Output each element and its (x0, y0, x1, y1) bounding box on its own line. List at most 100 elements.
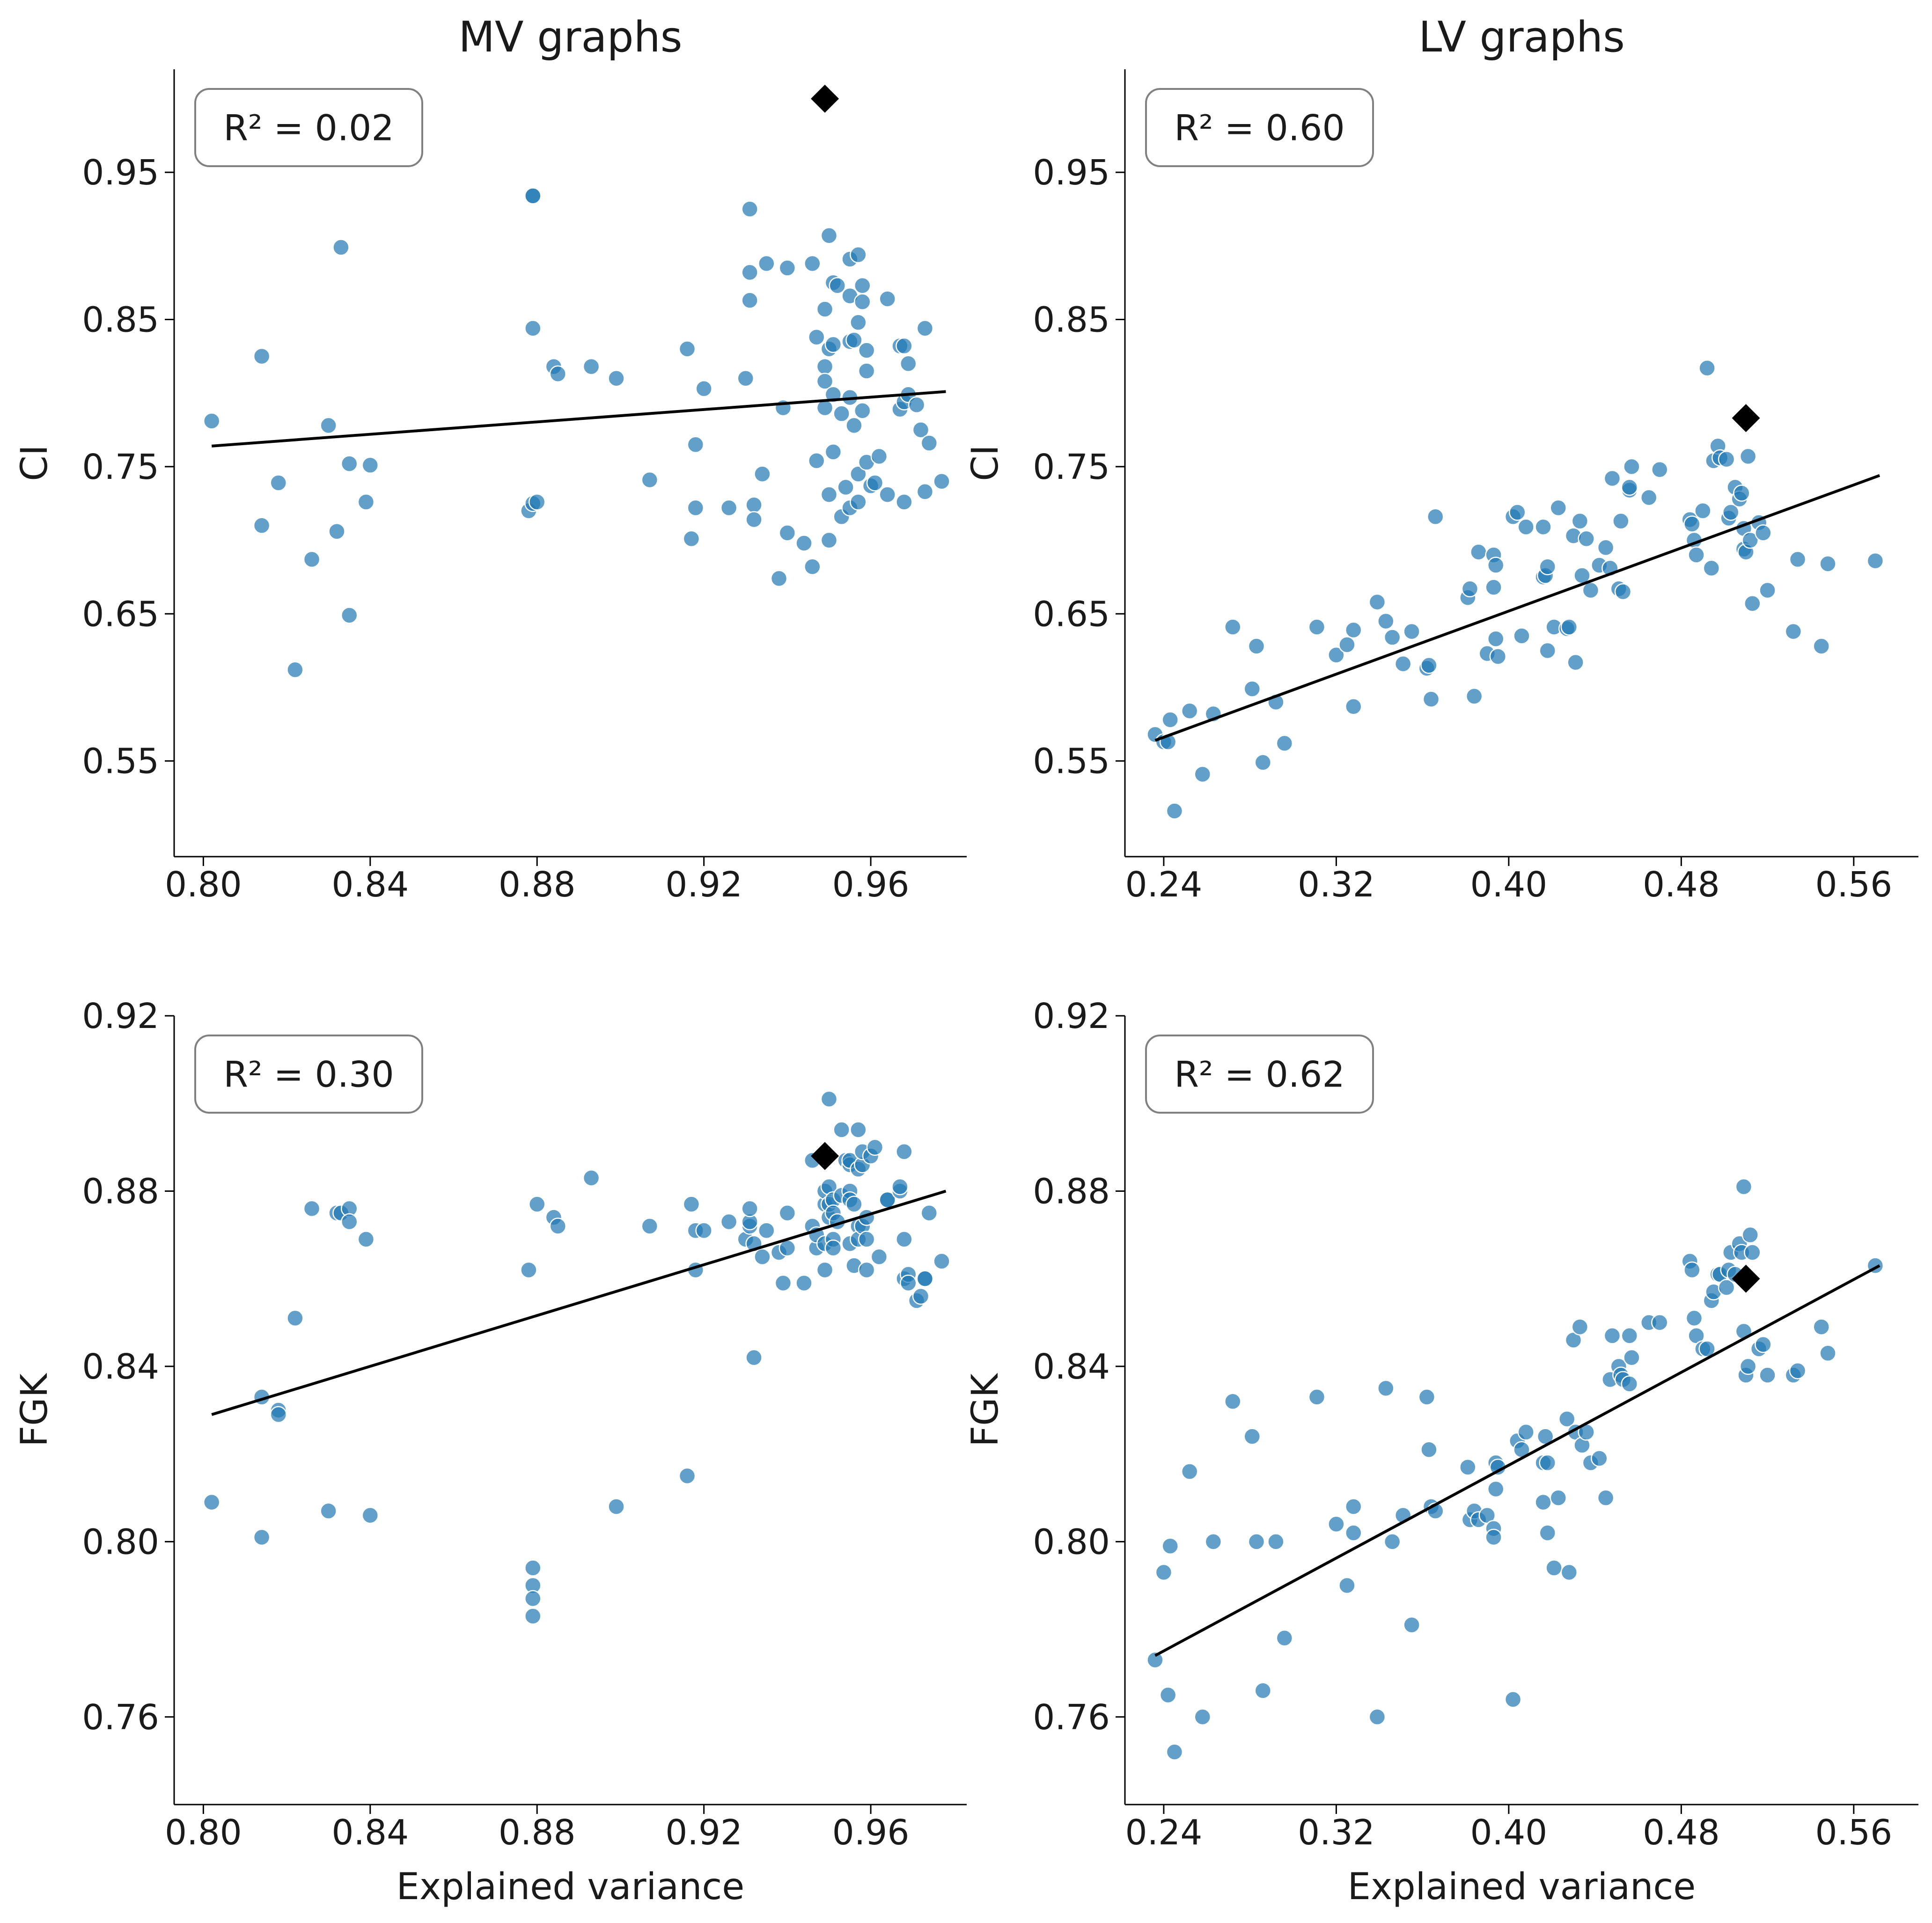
data-point (829, 277, 846, 294)
data-point (745, 511, 763, 528)
data-point (1205, 1533, 1222, 1550)
data-point (758, 1222, 775, 1239)
data-point (1394, 655, 1412, 673)
data-point (203, 1493, 220, 1511)
data-point (1567, 653, 1584, 671)
data-point (795, 1274, 813, 1292)
data-point (528, 493, 546, 511)
x-tick-label: 0.80 (165, 865, 242, 905)
data-point (1344, 621, 1362, 639)
data-point (933, 1252, 950, 1270)
data-point (820, 1090, 838, 1108)
data-point (745, 496, 763, 514)
data-point (1422, 690, 1440, 708)
data-point (1718, 1279, 1735, 1296)
data-point (524, 320, 542, 337)
data-point (678, 340, 696, 358)
scatter-points (1146, 359, 1884, 820)
scatter-points (203, 134, 950, 678)
data-point (1403, 623, 1420, 640)
data-point (357, 1231, 375, 1248)
data-point (720, 1213, 738, 1231)
data-point (1338, 1577, 1356, 1594)
data-point (1485, 1528, 1502, 1546)
data-point (1683, 515, 1701, 533)
x-tick-label: 0.32 (1298, 1813, 1375, 1853)
x-tick-label: 0.88 (499, 1813, 576, 1853)
data-point (1813, 638, 1830, 655)
data-point (1344, 1524, 1362, 1541)
x-tick-label: 0.40 (1470, 1813, 1547, 1853)
data-point (845, 331, 863, 349)
data-point (1248, 1533, 1265, 1550)
data-point (779, 259, 796, 277)
x-tick-label: 0.24 (1125, 1813, 1203, 1853)
data-point (853, 293, 871, 310)
data-point (1621, 1327, 1638, 1344)
data-point (1344, 698, 1362, 715)
data-point (816, 301, 834, 318)
data-point (1328, 1515, 1345, 1533)
data-point (1703, 559, 1720, 577)
data-point (1698, 1340, 1716, 1358)
data-point (779, 524, 796, 542)
data-point (683, 530, 700, 548)
data-point (695, 1222, 713, 1239)
data-point (920, 434, 938, 452)
data-point (332, 239, 350, 256)
data-point (1571, 512, 1589, 530)
y-tick-label: 0.55 (82, 741, 159, 782)
data-point (900, 355, 917, 373)
data-point (1640, 489, 1658, 506)
data-point (1535, 1493, 1552, 1511)
data-point (1789, 550, 1807, 568)
data-point (361, 1506, 379, 1524)
data-point (741, 1200, 758, 1218)
y-tick-label: 0.84 (82, 1347, 159, 1387)
x-axis-label: Explained variance (1348, 1866, 1696, 1908)
x-tick-label: 0.84 (331, 1813, 409, 1853)
data-point (1420, 1441, 1438, 1458)
data-point (253, 347, 271, 365)
data-point (1722, 504, 1740, 521)
r-squared-label: R² = 0.62 (1174, 1054, 1345, 1095)
chart-panel-4: 0.24 0.32 0.40 0.48 0.56 0.76 0.80 0.84 0.88 0.92… (964, 996, 1918, 1908)
data-point (879, 486, 896, 503)
data-point (896, 1231, 913, 1248)
data-point (808, 452, 825, 470)
data-point (1744, 595, 1761, 612)
x-tick-label: 0.84 (331, 865, 409, 905)
data-point (582, 1169, 600, 1187)
data-point (678, 1467, 696, 1485)
data-point (1651, 1314, 1668, 1331)
data-point (1789, 1362, 1807, 1380)
y-tick-label: 0.88 (82, 1171, 159, 1211)
data-point (549, 1218, 567, 1235)
data-point (808, 328, 825, 346)
chart-panel-3: 0.80 0.84 0.88 0.92 0.96 0.76 0.80 0.84 0.88 0.92… (14, 996, 967, 1908)
data-point (340, 455, 358, 472)
data-point (1509, 504, 1526, 521)
data-point (820, 486, 838, 503)
data-point (608, 369, 625, 387)
data-point (816, 1261, 834, 1279)
data-point (1539, 1524, 1557, 1541)
data-point (1597, 1489, 1615, 1506)
data-point (1254, 754, 1272, 771)
data-point (1819, 555, 1837, 572)
data-point (916, 1270, 934, 1287)
data-point (858, 1231, 875, 1248)
data-point (1465, 688, 1483, 705)
y-tick-label: 0.85 (82, 300, 159, 340)
data-point (1582, 581, 1600, 599)
x-tick-label: 0.92 (665, 1813, 742, 1853)
data-point (741, 200, 758, 218)
data-point (683, 1196, 700, 1213)
data-point (774, 1274, 792, 1292)
data-point (1513, 627, 1530, 645)
x-tick-label: 0.56 (1815, 1813, 1892, 1853)
x-tick-label: 0.88 (499, 865, 576, 905)
data-point (912, 1287, 930, 1305)
data-point (845, 417, 863, 434)
data-point (1487, 630, 1505, 647)
